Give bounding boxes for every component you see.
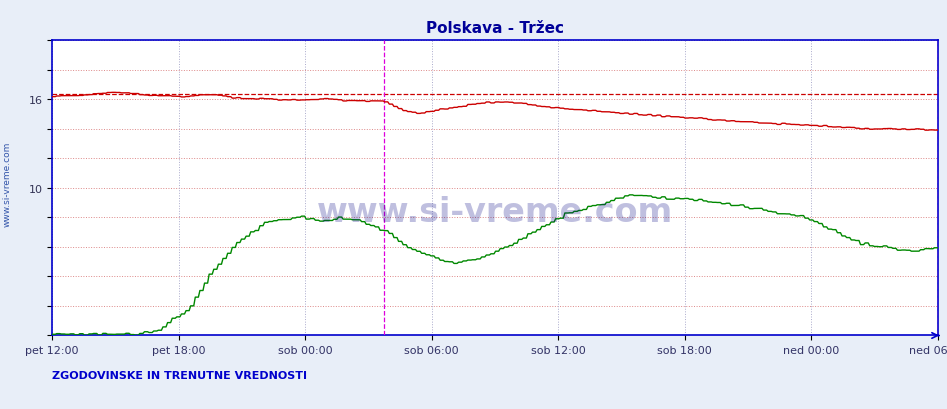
Text: ZGODOVINSKE IN TRENUTNE VREDNOSTI: ZGODOVINSKE IN TRENUTNE VREDNOSTI: [52, 370, 307, 380]
Text: www.si-vreme.com: www.si-vreme.com: [316, 195, 673, 228]
Text: www.si-vreme.com: www.si-vreme.com: [2, 142, 11, 227]
Title: Polskava - Tržec: Polskava - Tržec: [426, 20, 563, 36]
